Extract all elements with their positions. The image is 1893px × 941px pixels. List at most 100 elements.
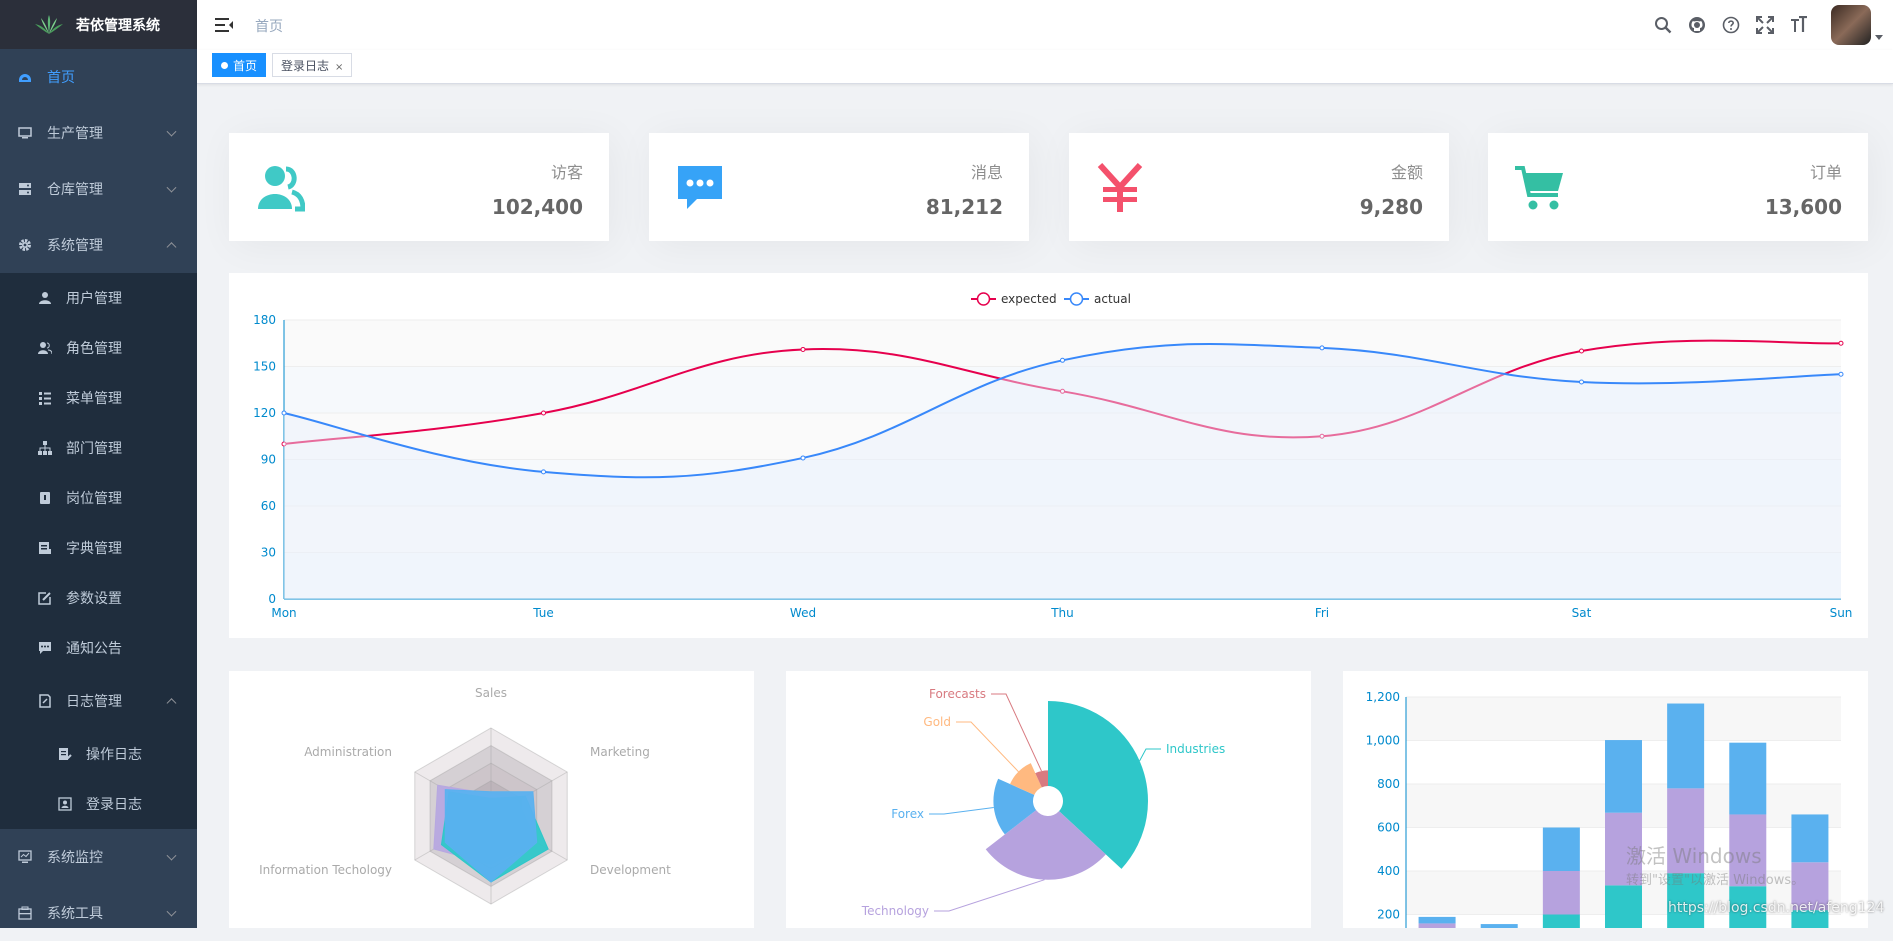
y-tick-label: 800 [1377, 777, 1400, 791]
sidebar-item-logininfor[interactable]: 登录日志 [0, 779, 197, 829]
sidebar-item-config[interactable]: 参数设置 [0, 573, 197, 623]
data-point [541, 469, 546, 475]
bar-segment-pageC [1480, 924, 1518, 936]
legend-label: expected [1001, 292, 1057, 306]
data-point [1838, 371, 1844, 377]
sidebar-item-label: 通知公告 [66, 641, 122, 657]
dashboard-icon [18, 70, 32, 84]
sidebar-item-label: 部门管理 [66, 441, 122, 457]
breadcrumb[interactable]: 首页 [255, 19, 283, 35]
tags-view: 首页 登录日志 × [197, 50, 1893, 84]
panel-money[interactable]: 金额 9,280 [1069, 133, 1449, 241]
sidebar-item-label: 角色管理 [66, 341, 122, 357]
sidebar-item-roles[interactable]: 角色管理 [0, 323, 197, 373]
data-point [281, 410, 287, 416]
question-icon[interactable] [1721, 15, 1741, 35]
font-size-icon[interactable] [1789, 15, 1809, 35]
bar-segment-pageA [1605, 885, 1642, 941]
sidebar-item-monitor[interactable]: 系统监控 [0, 829, 197, 885]
sidebar-item-dicts[interactable]: 字典管理 [0, 523, 197, 573]
logininfor-icon [58, 797, 72, 811]
tag-home[interactable]: 首页 [212, 53, 267, 77]
system-submenu: 用户管理 角色管理 菜单管理 部门管理 岗位管理 字典管理 参数设置 通知公告 [0, 273, 197, 829]
pie-chart: Industries Technology Forex Gold Forecasts [861, 687, 1225, 918]
x-tick-label: Mon [271, 606, 296, 620]
tag-login-log[interactable]: 登录日志 × [272, 53, 353, 77]
sidebar-item-label: 登录日志 [86, 797, 142, 813]
data-point [1060, 388, 1065, 394]
y-tick-label: 180 [253, 313, 276, 327]
csdn-watermark: https://blog.csdn.net/afeng124 [1668, 900, 1885, 916]
pie-label: Industries [1166, 742, 1225, 756]
y-tick-label: 60 [261, 499, 276, 513]
y-tick-label: 400 [1377, 864, 1400, 878]
grid-band [284, 552, 1841, 599]
user-icon [38, 291, 52, 305]
tree-table-icon [38, 391, 52, 405]
radar-series [444, 789, 538, 883]
sidebar-item-production[interactable]: 生产管理 [0, 105, 197, 161]
panel-orders[interactable]: 订单 13,600 [1488, 133, 1868, 241]
form-icon [58, 747, 72, 761]
app-title: 若依管理系统 [76, 17, 160, 34]
sidebar-item-depts[interactable]: 部门管理 [0, 423, 197, 473]
sidebar-item-label: 字典管理 [66, 541, 122, 557]
sidebar-item-label: 参数设置 [66, 591, 122, 607]
y-tick-label: 1,200 [1366, 690, 1400, 704]
chevron-down-icon [166, 182, 177, 193]
pie-chart-card: Industries Technology Forex Gold Forecasts [786, 671, 1311, 928]
sidebar-item-notices[interactable]: 通知公告 [0, 623, 197, 673]
search-icon[interactable] [1653, 15, 1673, 35]
hamburger-icon[interactable] [214, 15, 234, 35]
sidebar-item-label: 系统管理 [47, 238, 103, 254]
pie-slice-forex [993, 778, 1037, 835]
pie-label: Forex [891, 807, 924, 821]
close-icon[interactable]: × [335, 62, 344, 73]
y-tick-label: 150 [253, 360, 276, 374]
navbar-right-menu [1653, 0, 1893, 50]
data-point [1579, 348, 1584, 354]
avatar[interactable] [1831, 5, 1871, 45]
y-tick-label: 0 [268, 592, 276, 606]
sidebar-item-menus[interactable]: 菜单管理 [0, 373, 197, 423]
bar-segment-pageC [1605, 740, 1642, 813]
panel-label: 金额 [1390, 163, 1423, 182]
radar-chart: Sales Marketing Development Information Tec… [259, 686, 671, 905]
pie-slice-technology [985, 810, 1106, 880]
panel-label: 访客 [550, 163, 583, 182]
panel-value: 13,600 [1764, 195, 1842, 219]
data-point [1060, 357, 1065, 363]
pie-label-line [929, 807, 994, 815]
tag-label: 登录日志 [281, 59, 330, 73]
sidebar-item-users[interactable]: 用户管理 [0, 273, 197, 323]
fullscreen-icon[interactable] [1755, 15, 1775, 35]
y-tick-label: 30 [261, 546, 276, 560]
monitor-icon [18, 126, 32, 140]
radar-indicator-label: Development [590, 863, 671, 877]
sidebar-item-logs[interactable]: 日志管理 [0, 673, 197, 729]
post-icon [38, 491, 52, 505]
pie-label-line [934, 879, 1045, 912]
sidebar-item-label: 仓库管理 [47, 182, 103, 198]
panel-value: 9,280 [1359, 195, 1423, 219]
logo[interactable]: 若依管理系统 [0, 0, 197, 49]
bar-chart: 1,200 1,000 800 600 400 200 [1366, 690, 1841, 941]
radar-indicator-label: Sales [475, 686, 507, 700]
sidebar-item-home[interactable]: 首页 [0, 49, 197, 105]
sidebar-item-warehouse[interactable]: 仓库管理 [0, 161, 197, 217]
panel-visitors[interactable]: 访客 102,400 [229, 133, 609, 241]
radar-indicator-label: Marketing [590, 745, 650, 759]
shopping-icon [1515, 166, 1563, 210]
sidebar-item-system[interactable]: 系统管理 [0, 217, 197, 273]
panel-value: 102,400 [491, 195, 583, 219]
github-icon[interactable] [1687, 15, 1707, 35]
sidebar-item-label: 菜单管理 [66, 391, 122, 407]
caret-down-icon[interactable] [1875, 34, 1883, 40]
sidebar-item-label: 系统监控 [47, 850, 103, 866]
sidebar-item-tools[interactable]: 系统工具 [0, 885, 197, 941]
sidebar-item-posts[interactable]: 岗位管理 [0, 473, 197, 523]
panel-messages[interactable]: 消息 81,212 [649, 133, 1029, 241]
series-area [284, 344, 1841, 599]
y-tick-label: 120 [253, 406, 276, 420]
sidebar-item-operlog[interactable]: 操作日志 [0, 729, 197, 779]
